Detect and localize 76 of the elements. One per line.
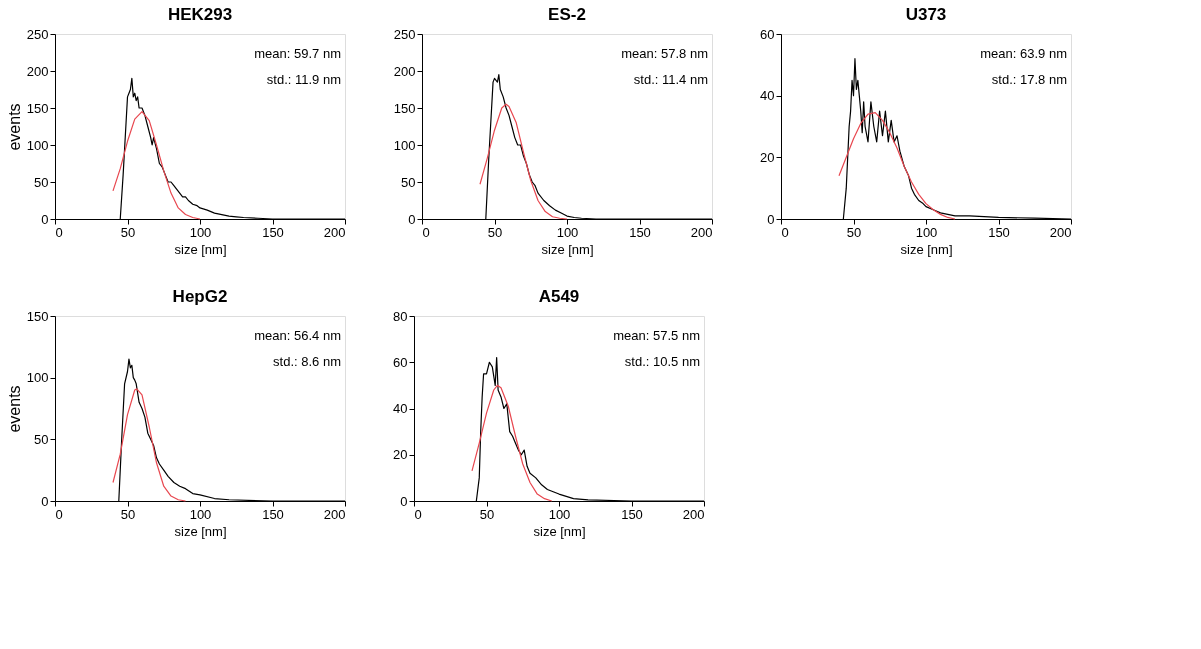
x-tick-label: 50 <box>846 224 862 240</box>
annotation: std.: 8.6 nm <box>273 354 341 369</box>
x-tick-label: 200 <box>682 506 705 522</box>
y-tick-label: 50 <box>34 431 49 447</box>
x-tick-label: 200 <box>323 224 346 240</box>
y-tick-label: 200 <box>393 63 416 79</box>
annotation: mean: 57.5 nm <box>613 328 700 343</box>
x-tick-label: 100 <box>915 224 938 240</box>
x-tick-label: 200 <box>690 224 713 240</box>
y-tick-label: 20 <box>760 149 775 165</box>
y-tick-label: 0 <box>408 211 416 227</box>
chart-title: ES-2 <box>548 5 586 24</box>
x-axis-title: size [nm] <box>174 241 227 257</box>
annotation: std.: 17.8 nm <box>991 72 1067 87</box>
y-tick-label: 100 <box>393 137 416 153</box>
y-tick-label: 60 <box>760 26 775 42</box>
annotation: mean: 63.9 nm <box>980 46 1067 61</box>
y-tick-label: 0 <box>41 493 49 509</box>
y-tick-label: 100 <box>26 137 49 153</box>
y-tick-label: 0 <box>767 211 775 227</box>
y-tick-label: 80 <box>393 308 408 324</box>
x-tick-label: 50 <box>487 224 503 240</box>
x-tick-label: 200 <box>323 506 346 522</box>
x-tick-label: 100 <box>189 224 212 240</box>
annotation: mean: 56.4 nm <box>254 328 341 343</box>
x-tick-label: 150 <box>629 224 651 240</box>
x-axis-title: size [nm] <box>541 241 594 257</box>
x-tick-label: 0 <box>55 224 63 240</box>
y-tick-label: 200 <box>26 63 49 79</box>
y-tick-label: 0 <box>400 493 408 509</box>
annotation: mean: 57.8 nm <box>621 46 708 61</box>
y-tick-label: 50 <box>401 174 416 190</box>
annotation: std.: 11.9 nm <box>266 72 341 87</box>
x-tick-label: 50 <box>120 224 136 240</box>
x-tick-label: 100 <box>548 506 571 522</box>
x-tick-label: 100 <box>556 224 579 240</box>
y-tick-label: 150 <box>26 308 49 324</box>
x-tick-label: 50 <box>479 506 495 522</box>
y-tick-label: 100 <box>26 370 49 386</box>
y-axis-title: events <box>5 103 23 151</box>
x-tick-label: 150 <box>262 506 284 522</box>
y-tick-label: 250 <box>393 26 416 42</box>
y-tick-label: 60 <box>393 354 408 370</box>
chart-title: U373 <box>905 5 947 24</box>
line-series <box>838 112 956 220</box>
chart-title: HepG2 <box>172 287 228 306</box>
chart-title: A549 <box>538 287 580 306</box>
y-tick-label: 250 <box>26 26 49 42</box>
x-tick-label: 150 <box>621 506 643 522</box>
y-axis-title: events <box>5 385 23 433</box>
line-series <box>112 111 201 220</box>
line-series <box>471 384 553 502</box>
annotation: std.: 11.4 nm <box>633 72 708 87</box>
annotation: std.: 10.5 nm <box>624 354 700 369</box>
y-tick-label: 50 <box>34 174 49 190</box>
y-tick-label: 150 <box>393 100 416 116</box>
y-tick-label: 40 <box>760 88 775 104</box>
y-tick-label: 0 <box>41 211 49 227</box>
y-tick-label: 40 <box>393 401 408 416</box>
chart-title: HEK293 <box>167 5 233 24</box>
x-tick-label: 0 <box>55 506 63 522</box>
y-tick-label: 20 <box>393 447 408 463</box>
annotation: mean: 59.7 nm <box>254 46 341 61</box>
y-tick-label: 150 <box>26 100 49 116</box>
x-tick-label: 200 <box>1049 224 1072 240</box>
x-tick-label: 100 <box>189 506 212 522</box>
x-tick-label: 50 <box>120 506 136 522</box>
x-axis-title: size [nm] <box>174 523 227 539</box>
line-series <box>479 103 568 220</box>
line-series <box>112 388 187 502</box>
x-tick-label: 150 <box>262 224 284 240</box>
x-tick-label: 0 <box>781 224 789 240</box>
x-tick-label: 0 <box>422 224 430 240</box>
x-axis-title: size [nm] <box>900 241 953 257</box>
x-axis-title: size [nm] <box>533 523 586 539</box>
x-tick-label: 150 <box>988 224 1010 240</box>
